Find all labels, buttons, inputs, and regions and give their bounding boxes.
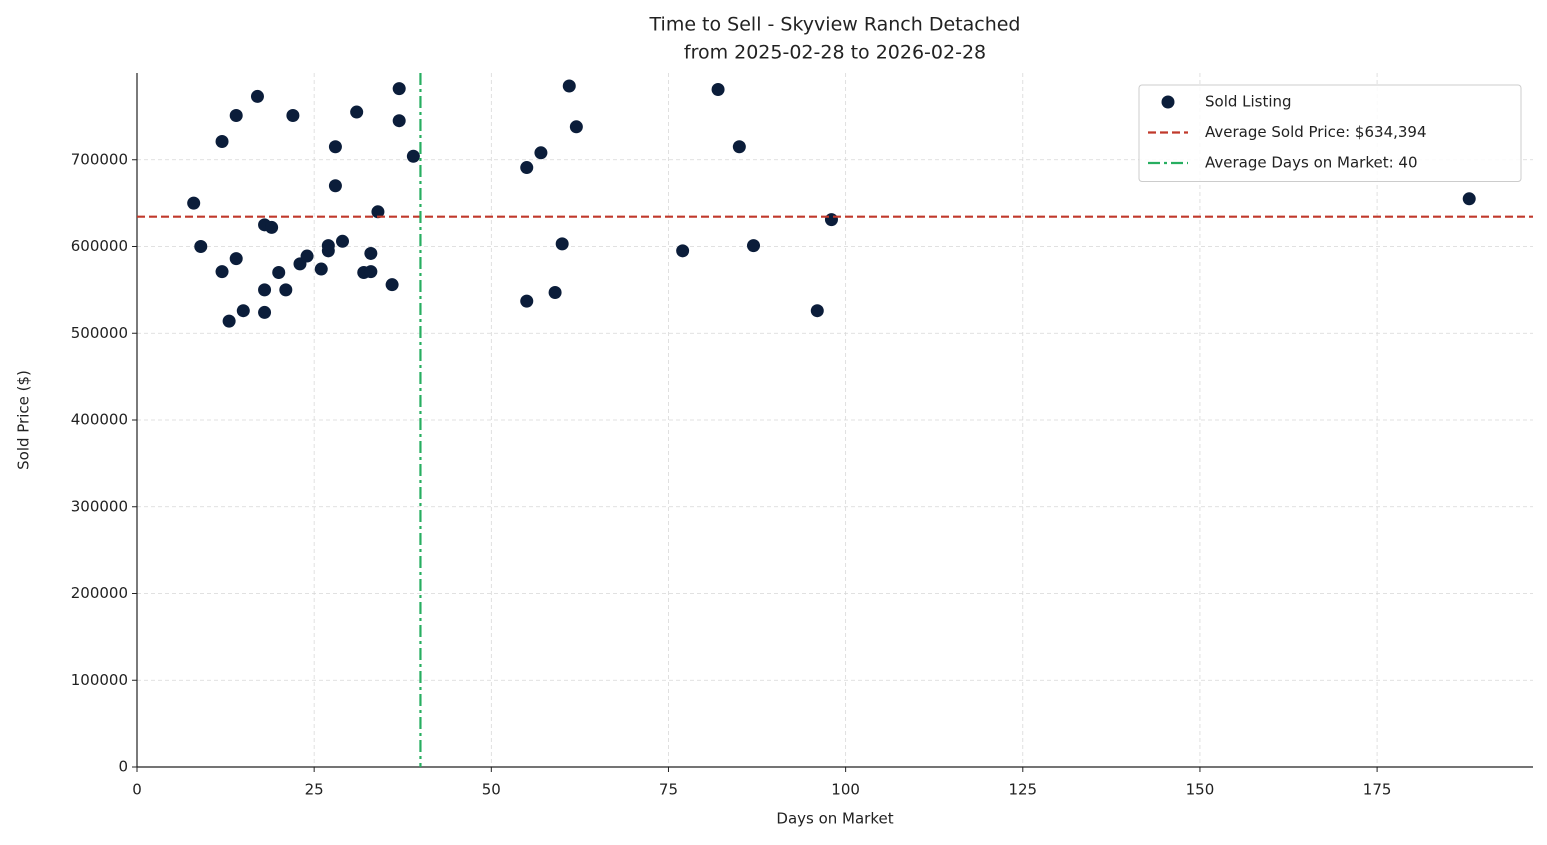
y-tick-label: 200000 — [71, 584, 128, 602]
point — [350, 105, 364, 119]
point — [520, 294, 534, 308]
point — [562, 79, 576, 93]
point — [336, 234, 350, 248]
point — [194, 240, 208, 253]
point — [314, 262, 328, 276]
point — [548, 285, 562, 299]
point — [258, 283, 272, 297]
point — [222, 314, 236, 328]
x-tick-label: 75 — [659, 781, 678, 799]
chart-title: Time to Sell - Skyview Ranch Detached — [649, 14, 1021, 36]
point — [711, 82, 725, 96]
chart-subtitle: from 2025-02-28 to 2026-02-28 — [684, 42, 986, 64]
legend-label: Sold Listing — [1205, 93, 1292, 111]
point — [272, 266, 286, 280]
point — [810, 304, 824, 318]
point — [300, 249, 314, 263]
point — [364, 246, 378, 260]
x-axis-label: Days on Market — [776, 810, 893, 828]
y-tick-label: 100000 — [71, 671, 128, 689]
point — [328, 140, 342, 154]
x-tick-label: 100 — [831, 781, 860, 799]
point — [215, 265, 229, 279]
point — [392, 82, 406, 96]
y-tick-label: 600000 — [71, 237, 128, 255]
point — [258, 305, 272, 319]
y-axis-label: Sold Price ($) — [15, 370, 33, 470]
point — [1462, 192, 1476, 206]
point — [732, 140, 746, 154]
point — [187, 196, 201, 210]
point — [286, 109, 300, 123]
legend-box — [1138, 84, 1522, 182]
y-tick-label: 0 — [118, 758, 128, 776]
point — [406, 149, 420, 163]
point — [534, 146, 548, 160]
legend-label: Average Days on Market: 40 — [1205, 154, 1418, 172]
point — [321, 244, 335, 258]
point — [265, 220, 279, 234]
y-tick-label: 700000 — [71, 150, 128, 168]
y-tick-label: 300000 — [71, 497, 128, 515]
point — [229, 109, 243, 123]
point — [569, 120, 583, 134]
x-tick-label: 50 — [482, 781, 501, 799]
legend-label: Average Sold Price: $634,394 — [1205, 123, 1427, 141]
point — [328, 179, 342, 193]
y-tick-label: 400000 — [71, 411, 128, 429]
x-tick-label: 150 — [1186, 781, 1215, 799]
x-tick-label: 125 — [1008, 781, 1037, 799]
point — [279, 283, 293, 297]
legend-marker — [1161, 95, 1175, 109]
point — [392, 114, 406, 128]
point — [676, 244, 690, 258]
point — [236, 304, 250, 318]
y-tick-label: 500000 — [71, 324, 128, 342]
point — [385, 278, 399, 292]
point — [824, 213, 838, 227]
point — [520, 161, 534, 175]
point — [371, 205, 385, 219]
x-tick-label: 25 — [305, 781, 324, 799]
point — [555, 237, 569, 251]
point — [747, 239, 761, 253]
point — [215, 135, 229, 149]
point — [250, 89, 264, 103]
point — [229, 252, 243, 266]
point — [364, 265, 378, 279]
x-tick-label: 0 — [132, 781, 142, 799]
x-tick-label: 175 — [1363, 781, 1392, 799]
